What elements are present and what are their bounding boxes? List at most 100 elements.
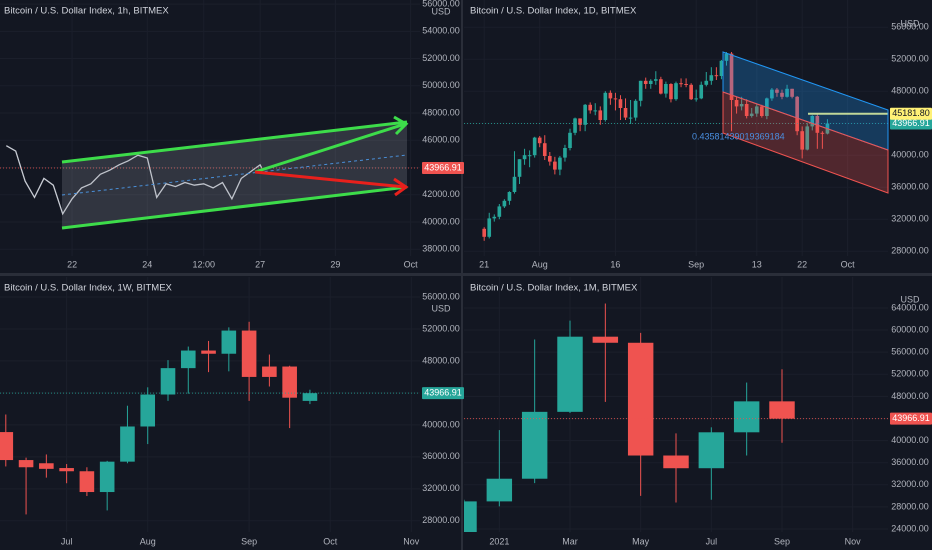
x-tick-label: 22 (67, 259, 77, 269)
candle-body (749, 113, 754, 116)
candle-body (800, 131, 805, 150)
y-tick-label: 48000.00 (891, 391, 929, 401)
candle-body (714, 75, 719, 77)
price-line (5, 145, 263, 216)
candle-body (805, 126, 810, 150)
chart-title: Bitcoin / U.S. Dollar Index, 1W, BITMEX (4, 283, 173, 294)
y-tick-label: 52000.00 (891, 54, 929, 64)
down-arrow (254, 170, 406, 189)
candle-body (598, 110, 603, 120)
candle-body (578, 118, 582, 125)
candle-body (608, 92, 613, 99)
candle-body (633, 100, 638, 118)
channel-mid-line (61, 154, 408, 196)
x-tick-label: 24 (142, 259, 152, 269)
y-tick-label: 52000.00 (891, 369, 929, 379)
y-tick-label: 46000.00 (422, 135, 460, 145)
candle-body (502, 200, 507, 207)
candle-body (302, 393, 318, 401)
chart-title: Bitcoin / U.S. Dollar Index, 1M, BITMEX (470, 283, 638, 294)
candle-body (815, 116, 820, 133)
x-tick-label: 2021 (489, 536, 509, 546)
candle-body (628, 117, 633, 119)
candle-body (724, 53, 729, 61)
candle-body (733, 401, 760, 433)
y-tick-label: 48000.00 (891, 86, 929, 96)
candle-body (775, 89, 779, 93)
candle-body (674, 83, 678, 100)
candle-body (664, 84, 668, 94)
x-tick-label: Nov (403, 536, 420, 546)
candle-body (282, 366, 297, 398)
candle-body (563, 148, 567, 158)
y-tick-label: 32000.00 (891, 214, 929, 224)
candle-body (653, 79, 658, 81)
candle-body (719, 60, 724, 76)
y-tick-label: 60000.00 (891, 324, 929, 334)
candle-body (744, 104, 749, 116)
x-tick-label: May (632, 536, 650, 546)
candle-body (507, 192, 512, 201)
x-tick-label: Mar (562, 536, 578, 546)
y-tick-label: 32000.00 (422, 483, 460, 493)
plot-area (0, 0, 420, 256)
candle-body (694, 98, 699, 100)
candle-body (810, 116, 815, 127)
candle-body (734, 100, 739, 107)
candle-body (729, 53, 734, 100)
candle-body (547, 156, 552, 162)
y-tick-label: 48000.00 (422, 355, 460, 365)
candle-body (659, 79, 663, 94)
y-tick-label: 40000.00 (891, 150, 929, 160)
last-price-label: 43966.91 (892, 413, 930, 423)
x-tick-label: 22 (797, 259, 807, 269)
candle-body (532, 137, 537, 156)
candle-body (557, 336, 583, 412)
price-tag (890, 117, 932, 130)
plot-area (0, 277, 420, 532)
candle-body (527, 155, 532, 157)
chart-title: Bitcoin / U.S. Dollar Index, 1D, BITMEX (470, 6, 637, 17)
candle-body (558, 157, 562, 170)
candle-body (0, 432, 14, 461)
channel-top-line (61, 120, 408, 164)
candle-body (699, 84, 704, 99)
y-tick-label: 64000.00 (891, 302, 929, 312)
candle-body (689, 84, 693, 100)
channel-bottom-line (61, 185, 408, 230)
candle-body (140, 394, 156, 427)
y-tick-label: 54000.00 (422, 26, 460, 36)
x-tick-label: Oct (404, 259, 419, 269)
candle-body (669, 84, 673, 100)
candle-body (464, 501, 477, 532)
candle-body (201, 350, 216, 354)
x-tick-label: Jul (61, 536, 73, 546)
candle-body (769, 401, 795, 419)
y-tick-label: 40000.00 (422, 216, 460, 226)
candle-body (59, 468, 74, 472)
y-tick-label: 36000.00 (422, 451, 460, 461)
candle-body (583, 104, 587, 125)
candle-body (593, 110, 598, 112)
candle-body (521, 411, 548, 479)
y-tick-label: 56000.00 (891, 22, 929, 32)
candle-body (512, 176, 517, 192)
candle-body (522, 155, 527, 160)
plot-area (464, 277, 888, 532)
y-tick-label: 42000.00 (422, 189, 460, 199)
candle-body (623, 108, 628, 118)
candle-body (221, 330, 237, 354)
candle-body (754, 106, 759, 114)
y-tick-label: 50000.00 (422, 80, 460, 90)
price-tag (422, 387, 464, 400)
candle-body (542, 143, 547, 156)
x-tick-label: Aug (140, 536, 156, 546)
y-axis-unit: USD (431, 6, 451, 16)
x-tick-label: Sep (774, 536, 790, 546)
candle-body (759, 106, 764, 116)
x-tick-label: 27 (255, 259, 265, 269)
x-tick-label: 21 (479, 259, 489, 269)
up-arrow-head (393, 115, 409, 136)
x-tick-label: Oct (841, 259, 856, 269)
